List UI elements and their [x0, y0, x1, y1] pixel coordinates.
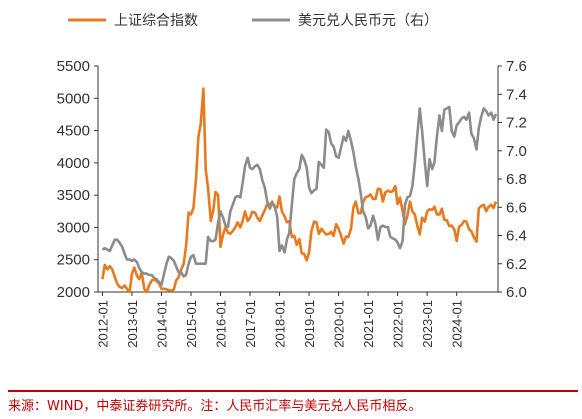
x-tick-label: 2012-01: [95, 300, 110, 348]
y-right-tick-label: 7.2: [506, 115, 527, 132]
x-tick-label: 2017-01: [243, 300, 258, 348]
x-tick-label: 2022-01: [391, 300, 406, 348]
y-right-tick-label: 6.0: [506, 284, 527, 301]
y-right-tick-label: 6.8: [506, 171, 527, 188]
chart-svg: 2000 2500 3000 3500 4000 4500 5000 5500 6.0 6.2 6.…: [57, 13, 527, 348]
source-note: 来源：WIND，中泰证券研究所。注：人民币汇率与美元兑人民币相反。: [8, 390, 578, 414]
x-tick-label: 2013-01: [125, 300, 140, 348]
y-left-tick-label: 2500: [57, 252, 90, 269]
y-left-tick-label: 4500: [57, 123, 90, 140]
y-left-tick-label: 3000: [57, 219, 90, 236]
x-tick-label: 2020-01: [332, 300, 347, 348]
series-line-shanghai-index: [101, 87, 498, 294]
y-left-tick-label: 5500: [57, 58, 90, 75]
y-right-tick-label: 6.6: [506, 199, 527, 216]
series-line-usd-cny: [101, 105, 498, 287]
x-tick-label: 2014-01: [154, 300, 169, 348]
y-left-tick-label: 2000: [57, 284, 90, 301]
y-right-tick-label: 6.4: [506, 228, 527, 245]
x-tick-label: 2023-01: [420, 300, 435, 348]
y-left-tick-label: 4000: [57, 155, 90, 172]
x-tick-label: 2021-01: [361, 300, 376, 348]
y-right-tick-label: 6.2: [506, 256, 527, 273]
y-right-tick-label: 7.0: [506, 143, 527, 160]
x-tick-label: 2019-01: [302, 300, 317, 348]
y-right-tick-label: 7.4: [506, 86, 527, 103]
x-tick-label: 2018-01: [273, 300, 288, 348]
y-left-tick-label: 3500: [57, 187, 90, 204]
x-tick-label: 2016-01: [214, 300, 229, 348]
x-tick-label: 2024-01: [450, 300, 465, 348]
legend-label: 上证综合指数: [114, 13, 198, 29]
y-left-tick-label: 5000: [57, 90, 90, 107]
legend-label: 美元兑人民币元（右）: [298, 13, 438, 29]
x-tick-label: 2015-01: [184, 300, 199, 348]
y-right-tick-label: 7.6: [506, 58, 527, 75]
